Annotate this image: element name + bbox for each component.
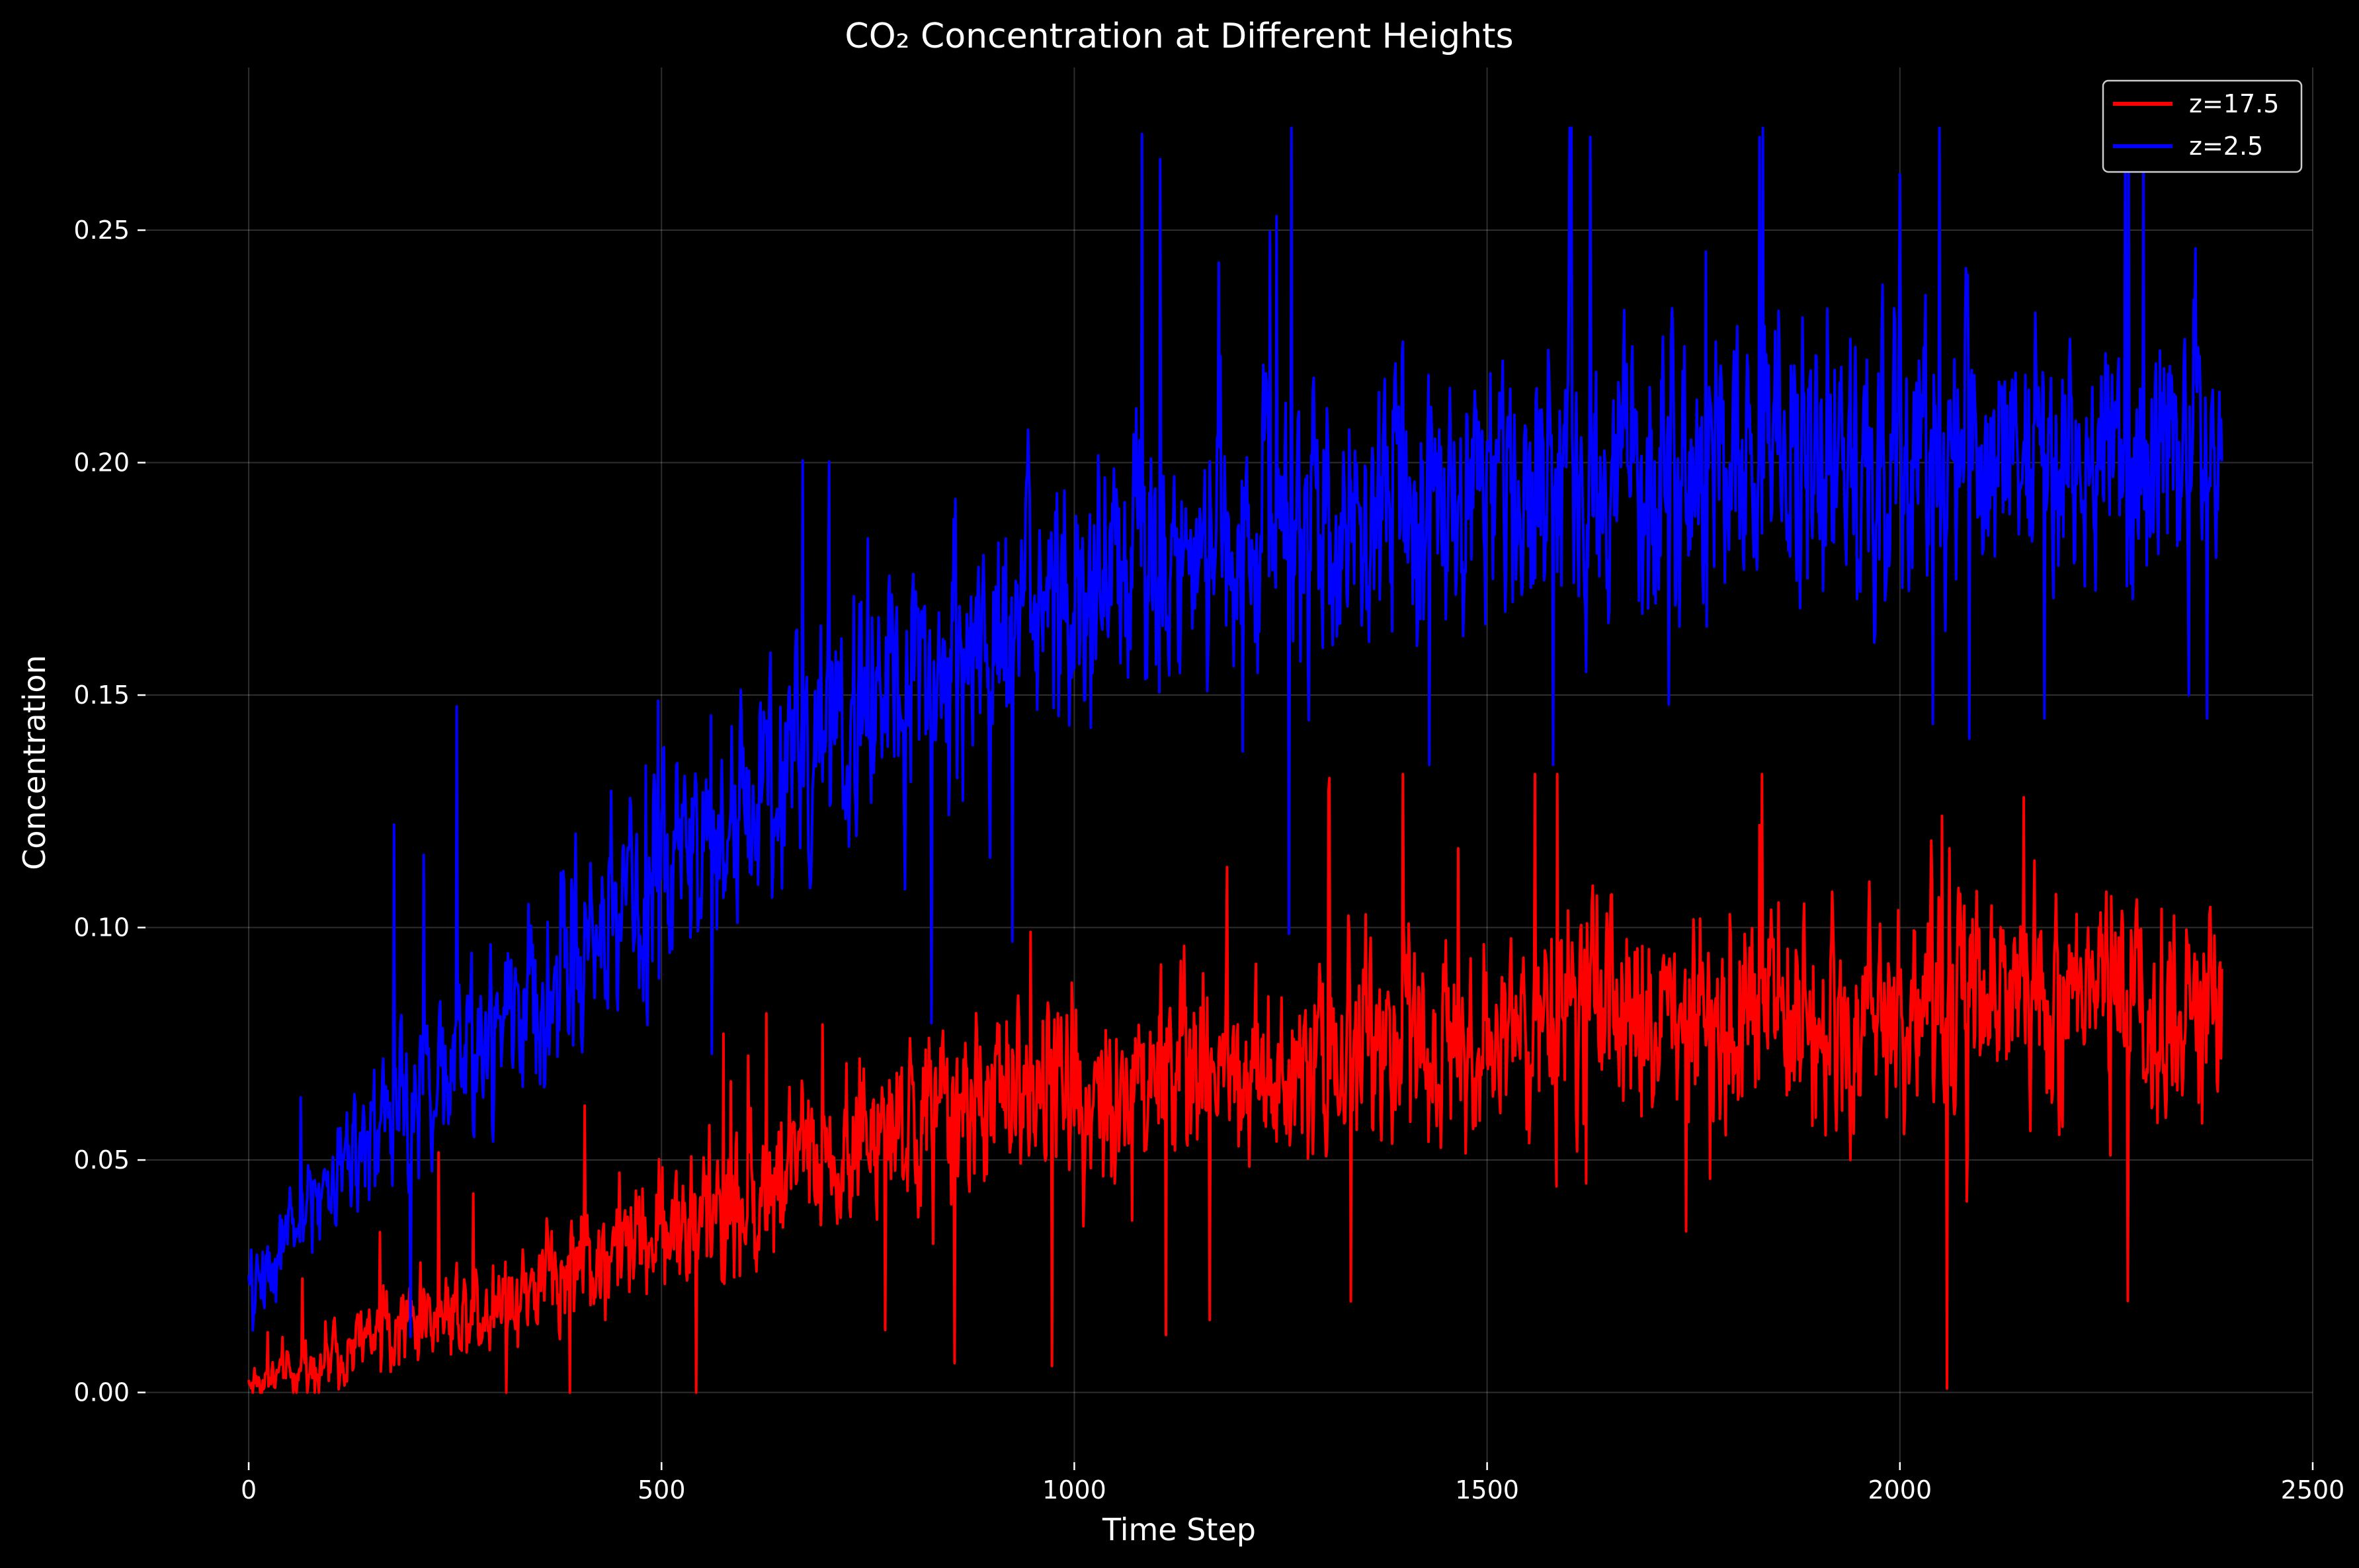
x-tick-label: 500: [638, 1475, 686, 1505]
legend: z=17.5 z=2.5: [2102, 79, 2303, 173]
legend-label-z17-5: z=17.5: [2189, 89, 2279, 118]
series-lines: [247, 126, 2223, 1394]
x-axis-label: Time Step: [1102, 1512, 1256, 1547]
legend-label-z2-5: z=2.5: [2189, 132, 2263, 161]
x-tick-label: 1000: [1042, 1475, 1106, 1505]
y-tick-label: 0.10: [73, 913, 130, 942]
y-tick-label: 0.00: [73, 1378, 130, 1407]
x-tick-label: 0: [241, 1475, 257, 1505]
y-tick-label: 0.25: [73, 216, 130, 245]
axis-ticks: 0 500 1000 1500 2000 2500 0.00 0.05 0.10 0.15 0.20…: [73, 216, 2344, 1505]
x-tick-label: 2000: [1868, 1475, 1932, 1505]
series-line-z-2-5: [247, 126, 2223, 1339]
y-axis-label: Concentration: [17, 655, 52, 870]
x-tick-label: 2500: [2281, 1475, 2345, 1505]
x-tick-label: 1500: [1455, 1475, 1519, 1505]
chart-title: CO₂ Concentration at Different Heights: [845, 17, 1513, 56]
y-tick-label: 0.20: [73, 448, 130, 477]
series-line-z-17-5: [247, 772, 2223, 1394]
y-tick-label: 0.15: [73, 681, 130, 710]
y-tick-label: 0.05: [73, 1145, 130, 1175]
